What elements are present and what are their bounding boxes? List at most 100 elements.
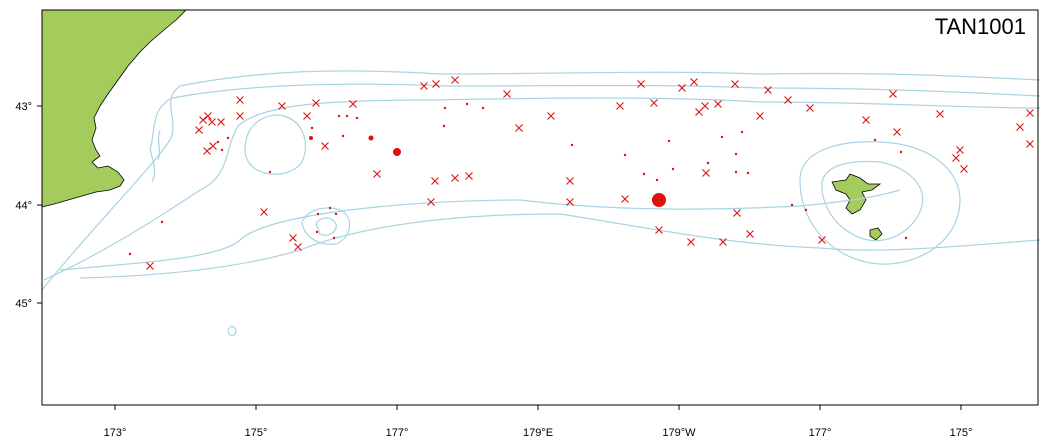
station-dot-marker (706, 161, 710, 165)
station-x-marker (146, 262, 154, 270)
station-dot-marker (734, 170, 738, 174)
station-x-marker (784, 96, 792, 104)
station-dot-marker (652, 193, 666, 207)
x-tick-label: 179°W (662, 427, 696, 439)
station-dot-marker (310, 126, 314, 130)
station-x-marker (209, 142, 217, 150)
station-x-marker (956, 146, 964, 154)
station-x-marker (427, 198, 435, 206)
station-x-marker (260, 208, 268, 216)
contour-rise-southern (79, 213, 1040, 279)
contour-small-islet (227, 325, 237, 337)
station-x-marker (655, 226, 663, 234)
station-dot-marker (216, 140, 220, 144)
contour-chatham-outer (799, 141, 961, 265)
station-x-marker (294, 243, 302, 251)
station-x-marker (690, 78, 698, 86)
x-tick-label: 177° (809, 427, 832, 439)
station-x-marker (321, 142, 329, 150)
contour-rise-outer (41, 70, 1040, 291)
station-x-marker (236, 96, 244, 104)
station-x-marker (566, 198, 574, 206)
station-dot-marker (345, 114, 349, 118)
y-tick-label: 45° (15, 298, 32, 310)
station-dot-marker (128, 252, 132, 256)
contour-rise-south (59, 189, 901, 271)
station-dot-marker (160, 220, 164, 224)
station-dot-marker (226, 136, 230, 140)
station-dot-marker (443, 106, 447, 110)
station-x-marker (746, 230, 754, 238)
contour-rise-middle (43, 97, 1040, 281)
station-x-marker (503, 90, 511, 98)
station-x-marker (420, 82, 428, 90)
station-x-marker (733, 209, 741, 217)
station-x-marker (687, 238, 695, 246)
station-x-markers (146, 76, 1034, 270)
station-x-marker (515, 124, 523, 132)
station-dot-marker (465, 102, 469, 106)
station-dot-marker (570, 143, 574, 147)
station-x-marker (1026, 140, 1034, 148)
station-dot-marker (740, 130, 744, 134)
station-x-marker (204, 112, 212, 120)
station-x-marker (616, 102, 624, 110)
station-x-marker (451, 174, 459, 182)
contour-chatham-inner (821, 160, 924, 242)
station-dot-marker (355, 116, 359, 120)
station-x-marker (714, 100, 722, 108)
station-x-marker (195, 126, 203, 134)
station-dot-marker (316, 212, 320, 216)
station-dot-marker (904, 236, 908, 240)
station-dot-marker (341, 134, 345, 138)
station-x-marker (303, 112, 311, 120)
contour-north-wiggle (149, 129, 161, 183)
station-x-marker (547, 112, 555, 120)
station-x-marker (862, 116, 870, 124)
plot-frame (41, 9, 1039, 406)
station-x-marker (199, 116, 207, 124)
y-axis-ticks (37, 105, 42, 304)
station-x-marker (432, 80, 440, 88)
station-x-marker (1026, 109, 1034, 117)
station-dot-marker (899, 150, 903, 154)
station-x-marker (695, 108, 703, 116)
station-dot-marker (734, 152, 738, 156)
station-dot-marker (804, 208, 808, 212)
station-x-marker (818, 236, 826, 244)
station-x-marker (678, 84, 686, 92)
station-dot-marker (442, 124, 446, 128)
bathymetry-contours (41, 70, 1040, 337)
station-x-marker (566, 177, 574, 185)
station-dot-marker (671, 167, 675, 171)
station-dot-marker (315, 230, 319, 234)
station-x-marker (731, 80, 739, 88)
station-x-marker (889, 90, 897, 98)
station-x-marker (893, 128, 901, 136)
station-x-marker (719, 238, 727, 246)
station-x-marker (217, 118, 225, 126)
station-dot-marker (337, 114, 341, 118)
x-axis-ticks (114, 405, 962, 410)
station-dot-markers (128, 102, 908, 256)
station-x-marker (278, 102, 286, 110)
station-dot-marker (309, 136, 313, 140)
station-x-marker (465, 172, 473, 180)
station-dot-marker (368, 135, 374, 141)
station-x-marker (451, 76, 459, 84)
station-x-marker (1016, 123, 1024, 131)
x-tick-label: 177° (386, 427, 409, 439)
station-x-marker (431, 177, 439, 185)
station-dot-marker (790, 203, 794, 207)
station-x-marker (952, 154, 960, 162)
station-dot-marker (720, 135, 724, 139)
station-x-marker (936, 110, 944, 118)
station-x-marker (637, 80, 645, 88)
x-tick-label: 175° (245, 427, 268, 439)
station-x-marker (208, 118, 216, 126)
station-x-marker (289, 234, 297, 242)
land-chatham-island (831, 173, 882, 215)
land-south-island (41, 9, 187, 208)
station-dot-marker (328, 206, 332, 210)
contour-seamount-loop (301, 207, 351, 245)
